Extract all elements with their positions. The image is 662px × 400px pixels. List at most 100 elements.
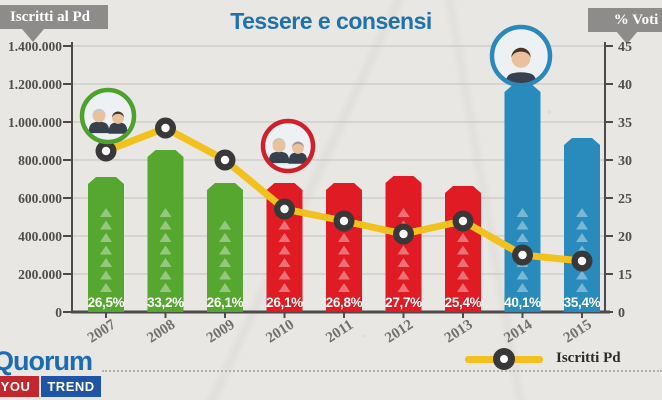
bar-triangle-icon [159,283,172,292]
bar-triangle-icon [219,283,231,292]
bar-triangle-icon [457,245,469,255]
bar-triangle-icon [159,270,172,280]
left-axis-tick-label: 800.000 [18,153,62,168]
bar-triangle-icon [100,220,112,230]
right-axis-tick-label: 30 [618,154,632,169]
bar-triangle-icon [278,258,291,267]
x-axis-year-label: 2013 [442,317,476,347]
bar-value-label: 26,1% [207,295,244,310]
leader-photo-green [79,87,137,145]
iscritti-dot [571,250,593,272]
legend-label: Iscritti Pd [556,350,621,366]
bar-triangle-icon [159,258,172,267]
bar-triangle-icon [159,245,172,255]
portrait-icon [505,47,537,83]
bar-triangle-icon [397,270,410,280]
left-axis-tick-label: 200.000 [18,267,62,282]
bar-2008 [147,150,184,312]
bar-triangle-icon [338,270,350,280]
right-axis-tick-label: 15 [618,268,632,283]
right-axis-tag: % Voti [588,8,662,32]
portrait-icon [88,108,128,134]
bar-triangle-icon [576,220,588,230]
legend-dot-icon [493,348,515,370]
brand-trend-badge: TREND [41,376,101,397]
bar-triangle-icon [338,283,350,292]
x-axis-year-label: 2014 [501,316,535,346]
left-axis-tick-label: 1.400.000 [8,39,62,54]
iscritti-dot [274,198,295,220]
bar-triangle-icon [100,245,112,255]
bar-triangle-icon [159,233,172,242]
bar-triangle-icon [397,283,410,292]
x-axis-year-label: 2015 [561,317,595,347]
bar-triangle-icon [516,208,529,217]
bar-triangle-icon [100,258,112,267]
footer-divider [102,370,662,372]
left-axis-tag: Iscritti al Pd [0,5,108,29]
left-axis-tick-label: 0 [55,305,62,320]
bar-value-label: 25,4% [445,295,482,310]
leader-photo-red [260,118,316,174]
portrait-icon [268,138,308,164]
bar-triangle-icon [159,208,172,217]
bar-triangle-icon [516,233,529,242]
bar-2009 [207,183,243,312]
x-axis-year-label: 2009 [204,317,238,347]
bar-2011 [326,183,362,312]
bar-2010 [266,183,303,312]
bar-value-label: 35,4% [564,295,601,310]
bar-triangle-icon [576,270,588,280]
bar-triangle-icon [397,208,410,217]
left-axis-tag-pointer-icon [22,29,44,42]
iscritti-dot [155,117,176,139]
bar-triangle-icon [457,258,469,267]
x-axis-year-label: 2012 [382,317,416,347]
bar-triangle-icon [219,245,231,255]
bar-triangle-icon [338,233,350,242]
bar-triangle-icon [576,283,588,292]
bar-triangle-icon [516,270,529,280]
right-axis-tick-label: 20 [618,230,632,245]
bar-triangle-icon [219,220,231,230]
x-axis-year-label: 2008 [144,317,178,347]
iscritti-dot [452,210,474,232]
right-axis-tick-label: 40 [618,78,632,93]
bar-triangle-icon [576,233,588,242]
bar-triangle-icon [397,258,410,267]
left-axis-tick-label: 1.000.000 [8,115,62,130]
bar-triangle-icon [516,220,529,230]
right-axis-tag-pointer-icon [616,31,638,44]
bar-triangle-icon [338,245,350,255]
bar-triangle-icon [457,233,469,242]
iscritti-dot [333,210,355,232]
iscritti-dot [214,149,236,171]
bar-triangle-icon [576,208,588,217]
bar-triangle-icon [457,283,469,292]
bar-value-label: 26,1% [266,295,303,310]
bar-triangle-icon [457,270,469,280]
bar-value-label: 33,2% [147,295,184,310]
bar-triangle-icon [100,208,112,217]
bar-triangle-icon [219,270,231,280]
bar-value-label: 26,5% [88,295,125,310]
right-axis-tick-label: 45 [618,40,632,55]
bar-triangle-icon [516,283,529,292]
bar-triangle-icon [278,245,291,255]
bar-value-label: 27,7% [385,295,422,310]
bar-triangle-icon [338,258,350,267]
bar-triangle-icon [100,233,112,242]
bar-triangle-icon [100,270,112,280]
brand-quorum-logo: Quorum [0,346,93,376]
bar-triangle-icon [159,220,172,230]
bar-triangle-icon [278,270,291,280]
bar-2007 [88,177,124,312]
bar-triangle-icon [278,220,291,230]
bar-triangle-icon [219,233,231,242]
bar-value-label: 40,1% [504,295,541,310]
x-axis-year-label: 2007 [85,316,119,346]
bar-triangle-icon [219,258,231,267]
x-axis-year-label: 2010 [263,317,297,347]
brand-you-badge: YOU [0,376,39,397]
